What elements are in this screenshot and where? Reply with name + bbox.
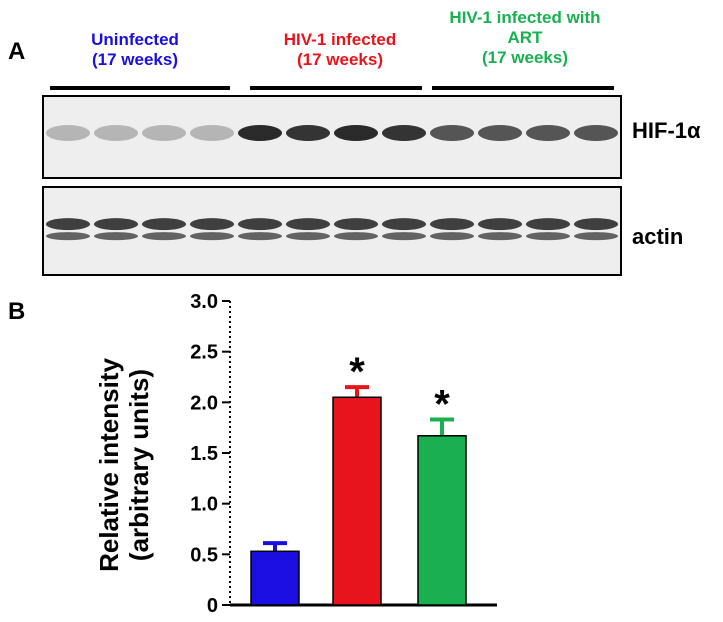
y-ticks: 0 0.5 1.0 1.5 2.0 2.5 3.0: [190, 291, 230, 617]
group-label-hiv-art: HIV-1 infected with ART (17 weeks): [420, 8, 630, 68]
group-bar-hiv-infected: [250, 86, 422, 90]
group-bar-uninfected: [50, 86, 230, 90]
y-axis-label-line: (arbitrary units): [124, 369, 154, 561]
group-label-line: (17 weeks): [482, 48, 568, 67]
group-label-line: HIV-1 infected with: [449, 8, 601, 27]
blot-band: [333, 232, 379, 241]
blot-band: [573, 218, 619, 231]
y-tick-label: 0.5: [190, 544, 218, 566]
bar: [332, 396, 382, 606]
panel-a-label: A: [8, 38, 26, 65]
blot-band: [285, 125, 331, 141]
blot-band: [45, 125, 91, 141]
bar: [250, 550, 300, 606]
blot-band: [93, 125, 139, 141]
blot-band: [237, 218, 283, 231]
significance-marker: *: [349, 350, 365, 394]
blot-label-hif1a: HIF-1α: [632, 118, 701, 143]
blot-band: [285, 218, 331, 231]
group-label-uninfected: Uninfected (17 weeks): [40, 30, 230, 70]
group-label-line: (17 weeks): [297, 50, 383, 69]
blot-band: [189, 232, 235, 241]
significance-marker: *: [434, 383, 450, 427]
y-axis-label-line: Relative intensity: [94, 358, 124, 572]
blot-band: [333, 218, 379, 231]
y-tick-label: 1.5: [190, 443, 218, 465]
blot-band: [333, 125, 379, 141]
blot-band: [381, 218, 427, 231]
blot-band: [477, 232, 523, 241]
blot-band: [525, 232, 571, 241]
blot-band: [237, 125, 283, 141]
blot-band: [45, 232, 91, 241]
blot-band: [429, 125, 475, 141]
blot-band: [525, 218, 571, 231]
blot-actin: [42, 186, 622, 276]
group-label-line: ART: [507, 28, 543, 47]
blot-band: [477, 125, 523, 141]
blot-label-actin: actin: [632, 224, 684, 249]
blot-band: [141, 125, 187, 141]
blot-band: [189, 218, 235, 231]
blot-band: [189, 125, 235, 141]
blot-band: [141, 232, 187, 241]
group-label-line: Uninfected: [91, 30, 179, 49]
blot-band: [429, 218, 475, 231]
blot-band: [381, 125, 427, 141]
blot-band: [477, 218, 523, 231]
blot-band: [573, 232, 619, 241]
blot-band: [93, 218, 139, 231]
bars: **: [250, 350, 467, 606]
blot-band: [93, 232, 139, 241]
blot-band: [381, 232, 427, 241]
bar: [417, 435, 467, 606]
group-label-line: HIV-1 infected: [283, 30, 397, 49]
group-label-line: (17 weeks): [92, 50, 178, 69]
y-tick-label: 3.0: [190, 291, 218, 313]
blot-band: [45, 218, 91, 231]
blot-band: [573, 125, 619, 141]
bar-chart: Relative intensity (arbitrary units) 0 0.5…: [94, 291, 497, 617]
blot-band: [429, 232, 475, 241]
group-label-hiv-infected: HIV-1 infected (17 weeks): [250, 30, 430, 70]
y-tick-label: 1.0: [190, 494, 218, 516]
y-tick-label: 2.5: [190, 342, 218, 364]
blot-hif1a: [42, 95, 622, 179]
blot-band: [141, 218, 187, 231]
y-tick-label: 2.0: [190, 392, 218, 414]
panel-b-label: B: [8, 298, 26, 325]
blot-band: [525, 125, 571, 141]
group-bar-hiv-art: [432, 86, 614, 90]
blot-band: [237, 232, 283, 241]
blot-band: [285, 232, 331, 241]
blot-actin-bands: [45, 218, 619, 241]
y-axis-label: Relative intensity (arbitrary units): [94, 358, 154, 572]
blot-hif1a-bands: [45, 125, 619, 141]
y-tick-label: 0: [207, 595, 218, 617]
